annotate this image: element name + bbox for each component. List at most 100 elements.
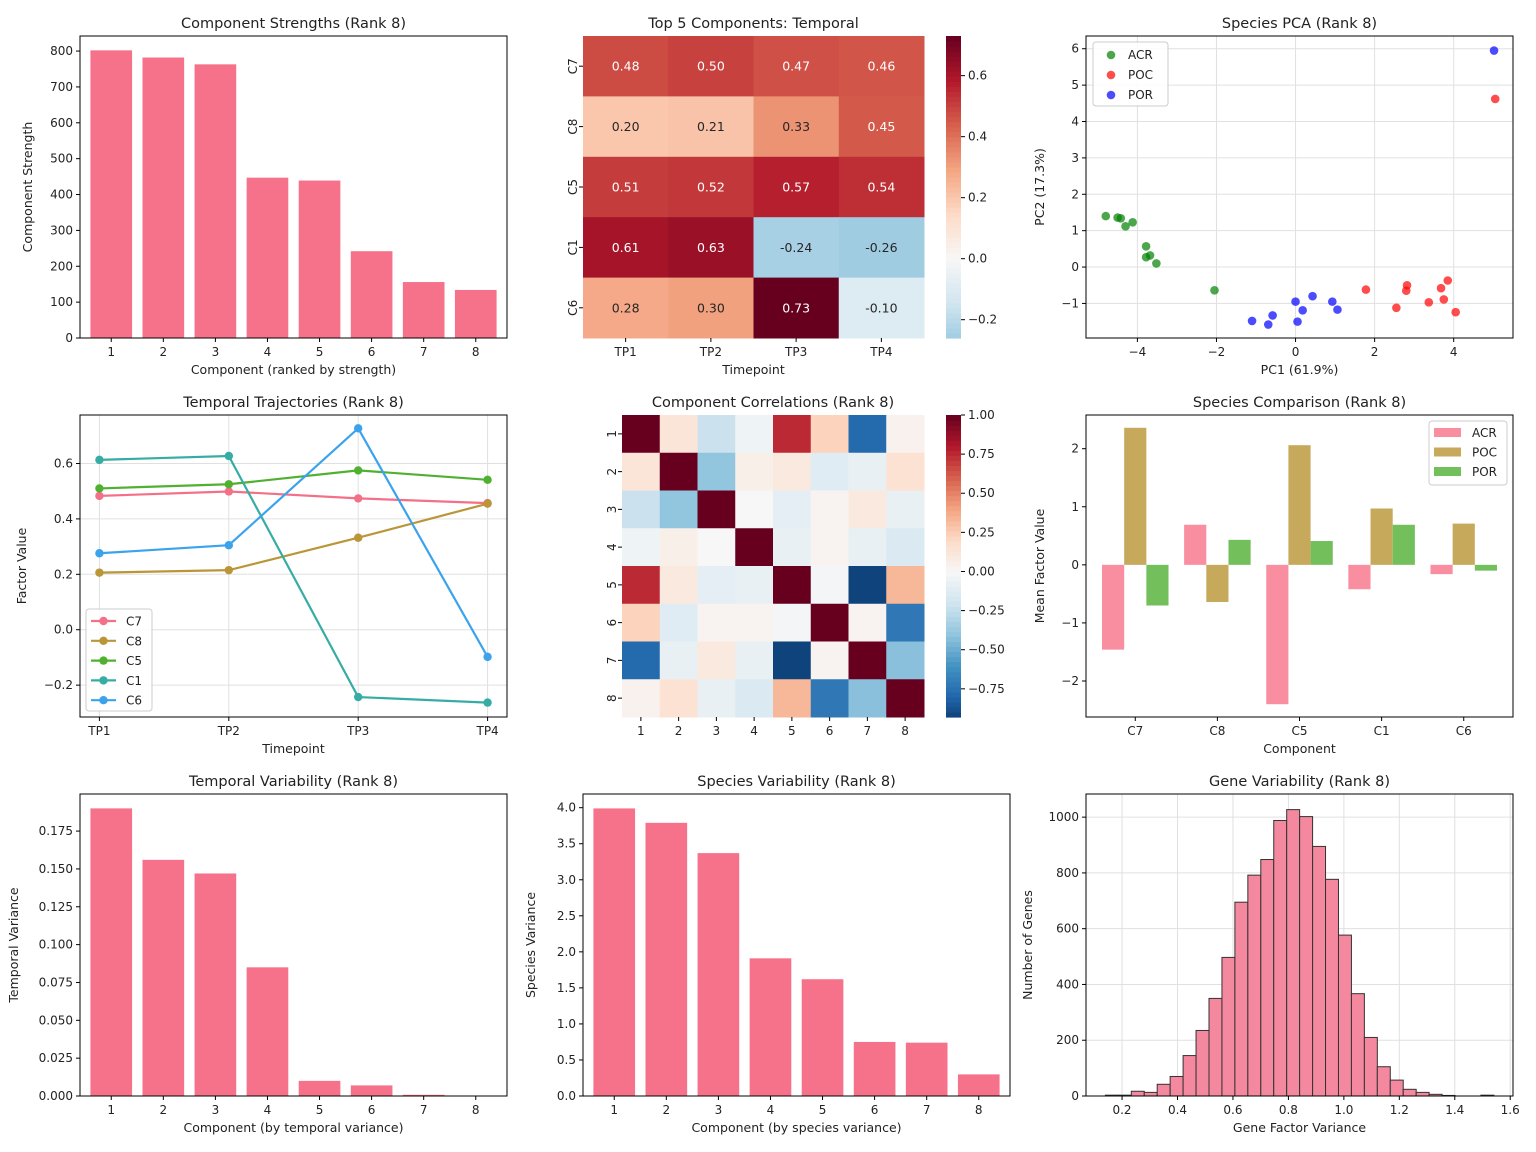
y-tick-label: 300 xyxy=(50,223,73,237)
heatmap-cell xyxy=(753,156,840,218)
colorbar-segment xyxy=(946,81,961,87)
y-tick-label: 2.5 xyxy=(557,909,576,923)
series-point-c5 xyxy=(95,484,104,493)
colorbar-segment xyxy=(946,641,961,648)
chart-temporal_heatmap: Top 5 Components: Temporal 0.48 0.50 0.47 0.… xyxy=(566,16,997,377)
colorbar-segment xyxy=(946,430,961,436)
histogram-bin xyxy=(1130,1090,1145,1097)
legend-label: C7 xyxy=(126,615,142,629)
bar-poc xyxy=(1124,427,1147,565)
colorbar-tick-label: −0.50 xyxy=(968,643,1005,657)
heatmap-cell xyxy=(697,641,736,680)
colorbar-segment xyxy=(946,631,961,638)
y-tick-label: 6 xyxy=(1071,42,1079,56)
bar xyxy=(246,967,289,1096)
colorbar-segment xyxy=(946,277,961,284)
colorbar-segment xyxy=(946,626,961,633)
cell-annotation: 0.50 xyxy=(697,59,725,74)
y-tick-label: 2.0 xyxy=(557,945,576,959)
x-tick-label: 0.8 xyxy=(1279,1103,1298,1117)
histogram-bin xyxy=(1208,997,1223,1097)
heatmap-cell xyxy=(848,641,887,680)
chart-title: Temporal Trajectories (Rank 8) xyxy=(182,395,404,411)
y-tick-label: 400 xyxy=(1056,977,1079,991)
cell-annotation: 0.47 xyxy=(782,59,810,74)
x-tick-label: 6 xyxy=(368,1103,376,1117)
colorbar-tick-label: 0.50 xyxy=(968,486,995,500)
colorbar-segment xyxy=(946,222,961,228)
chart-title: Species Variability (Rank 8) xyxy=(697,774,896,790)
heatmap-cell xyxy=(583,217,669,279)
colorbar-segment xyxy=(946,151,961,158)
heatmap-cell xyxy=(622,679,661,718)
heatmap-cell xyxy=(668,96,754,158)
scatter-point-poc xyxy=(1401,286,1411,295)
scatter-point-acr xyxy=(1210,286,1219,295)
x-axis-label: Gene Factor Variance xyxy=(1233,1120,1367,1135)
colorbar-segment xyxy=(946,515,961,522)
colorbar-segment xyxy=(946,41,961,47)
colorbar-segment xyxy=(946,676,961,683)
colorbar-segment xyxy=(946,420,961,426)
colorbar-segment xyxy=(946,161,961,168)
colorbar-segment xyxy=(946,445,961,451)
bar-acr xyxy=(1430,564,1453,575)
heatmap-cell xyxy=(886,641,925,680)
y-tick-label: 800 xyxy=(50,44,73,58)
colorbar-tick-label: 0.0 xyxy=(968,252,987,266)
colorbar-segment xyxy=(946,440,961,446)
colorbar-segment xyxy=(946,207,961,213)
heatmap-cell xyxy=(622,490,661,529)
heatmap-cell xyxy=(622,415,661,454)
colorbar-segment xyxy=(946,646,961,653)
x-tick-label: TP3 xyxy=(784,345,807,359)
heatmap-cell xyxy=(668,36,754,97)
scatter-point-acr xyxy=(1121,221,1130,231)
y-tick-label: 0.0 xyxy=(54,623,73,637)
colorbar-segment xyxy=(946,656,961,663)
y-tick-label: 0.025 xyxy=(39,1051,73,1065)
y-tick-label: 0.100 xyxy=(39,938,73,952)
colorbar-segment xyxy=(946,96,961,103)
heatmap-cell xyxy=(838,96,925,158)
series-point-c1 xyxy=(95,455,104,465)
x-tick-label: 0.4 xyxy=(1168,1103,1187,1117)
axes-frame xyxy=(582,793,1011,1097)
x-tick-label: 8 xyxy=(472,1103,480,1117)
heatmap-cell xyxy=(810,641,849,680)
colorbar-segment xyxy=(946,126,961,133)
series-point-c5 xyxy=(483,475,492,485)
x-tick-label: 1 xyxy=(107,345,115,359)
heatmap-cell xyxy=(886,452,925,491)
y-tick-label: 0.5 xyxy=(557,1053,576,1067)
scatter-point-por xyxy=(1333,305,1342,314)
colorbar-segment xyxy=(946,611,961,617)
heatmap-cell xyxy=(886,679,925,718)
legend-label: POR xyxy=(1472,465,1497,479)
heatmap-cell xyxy=(838,156,925,218)
heatmap-cell xyxy=(697,490,736,529)
chart-strengths: Component Strengths (Rank 8) 0 100 200 300 40… xyxy=(20,16,508,377)
colorbar-segment xyxy=(946,520,961,527)
colorbar-segment xyxy=(946,312,961,319)
heatmap-cell xyxy=(773,415,812,454)
heatmap-cell xyxy=(659,415,698,454)
heatmap-cell xyxy=(668,277,754,339)
histogram-bin xyxy=(1376,1066,1391,1097)
legend-label: C8 xyxy=(126,634,142,648)
x-tick-label: 8 xyxy=(472,345,480,359)
x-tick-label: 2 xyxy=(662,1103,670,1117)
heatmap-cell xyxy=(848,528,887,567)
heatmap-cell xyxy=(668,156,754,218)
bar xyxy=(593,808,636,1096)
heatmap-cell xyxy=(697,528,736,567)
colorbar-segment xyxy=(946,287,961,294)
x-tick-label: 3 xyxy=(713,724,721,738)
bar-por xyxy=(1310,541,1333,565)
cell-annotation: 0.73 xyxy=(782,300,810,315)
y-tick-label: 6 xyxy=(605,619,619,627)
colorbar-segment xyxy=(946,111,961,118)
y-tick-label: −1 xyxy=(1061,616,1079,630)
chart-pca: Species PCA (Rank 8) −4 −2 0 2 4 −1 0 1 2 3 4 5 6 ACR P… xyxy=(1032,16,1514,377)
colorbar-segment xyxy=(946,475,961,482)
